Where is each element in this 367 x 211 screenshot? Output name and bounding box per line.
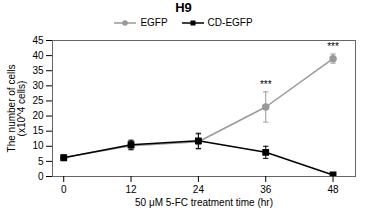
svg-text:35: 35 [32,65,44,76]
svg-text:***: *** [327,41,339,52]
svg-text:10: 10 [32,140,44,151]
svg-text:15: 15 [32,125,44,136]
svg-text:***: *** [260,79,272,90]
svg-text:20: 20 [32,110,44,121]
svg-text:50 μM 5-FC treatment time (hr): 50 μM 5-FC treatment time (hr) [135,197,273,208]
svg-text:40: 40 [32,50,44,61]
html-text:EGFP: EGFP [140,17,168,28]
html-text:H9: H9 [175,0,192,15]
svg-text:12: 12 [125,184,137,195]
html-text:CD-EGFP: CD-EGFP [207,17,253,28]
svg-text:5: 5 [38,156,44,167]
svg-text:24: 24 [193,184,205,195]
svg-text:48: 48 [327,184,339,195]
svg-text:0: 0 [61,184,67,195]
svg-text:30: 30 [32,80,44,91]
svg-text:The number of cells(x10^4 cell: The number of cells(x10^4 cells) [6,65,27,153]
svg-text:0: 0 [38,171,44,182]
svg-text:36: 36 [260,184,272,195]
svg-text:45: 45 [32,35,44,46]
svg-text:25: 25 [32,95,44,106]
